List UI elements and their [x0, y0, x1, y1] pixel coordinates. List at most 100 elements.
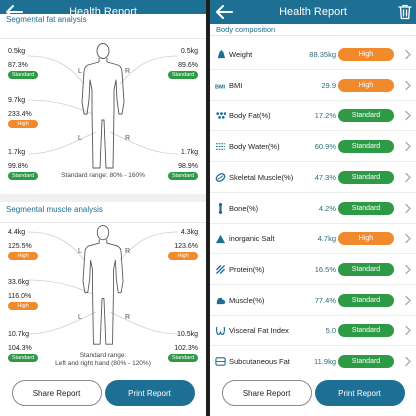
- fat-trunk-percent: 233.4%: [8, 111, 32, 118]
- composition-row[interactable]: Body Water(%) 60.9% Standard: [210, 132, 416, 163]
- muscle-left-leg-weight: 10.7kg: [8, 331, 30, 338]
- muscle-right-arm-status: High: [168, 252, 198, 260]
- app-bar: Health Report: [210, 0, 416, 24]
- composition-row-name: Body Water(%): [229, 142, 280, 152]
- composition-row-name: Body Fat(%): [229, 111, 271, 121]
- visceral-fat-icon: [215, 327, 226, 336]
- fat-trunk-weight: 9.7kg: [8, 97, 26, 104]
- right-side-label: R: [125, 68, 131, 75]
- composition-row[interactable]: BMI BMI 29.9 High: [210, 71, 416, 101]
- composition-row[interactable]: Weight 88.35kg High: [210, 40, 416, 70]
- muscle-trunk-status: High: [8, 302, 38, 310]
- composition-row[interactable]: Visceral Fat Index 5.0 Standard: [210, 316, 416, 347]
- composition-row-name: Weight: [229, 50, 253, 59]
- bmi-icon: BMI: [215, 84, 226, 90]
- chevron-right-icon: [405, 141, 411, 152]
- chevron-right-icon: [405, 203, 411, 213]
- muscle-trunk-weight: 33.6kg: [8, 279, 30, 286]
- muscle-right-arm-percent: 123.6%: [174, 243, 198, 250]
- trash-icon[interactable]: [398, 4, 412, 20]
- segmental-muscle-section: Segmental muscle analysis L R L R 4.4kg …: [0, 202, 206, 370]
- fat-left-arm-status: Standard: [8, 71, 38, 79]
- composition-row-name: inorganic Salt: [229, 234, 275, 244]
- composition-row-status: High: [338, 48, 394, 61]
- chevron-right-icon: [405, 264, 411, 275]
- composition-row-name: Visceral Fat Index: [229, 326, 289, 336]
- composition-row[interactable]: Body Fat(%) 17.2% Standard: [210, 101, 416, 132]
- segmental-muscle-title: Segmental muscle analysis: [6, 205, 103, 214]
- fat-left-leg-status: Standard: [8, 172, 38, 180]
- svg-text:BMI: BMI: [215, 84, 226, 90]
- composition-row-value: 4.2%: [318, 203, 336, 213]
- body-fat-icon: [216, 112, 226, 120]
- chevron-right-icon: [405, 356, 411, 367]
- chevron-right-icon: [405, 49, 411, 60]
- composition-row-value: 4.7kg: [317, 234, 336, 244]
- right-side-label: R: [125, 135, 131, 142]
- fat-left-arm-weight: 0.5kg: [8, 48, 26, 55]
- action-bar: Share Report Print Report: [0, 370, 206, 416]
- muscle-left-arm-status: High: [8, 252, 38, 260]
- muscle-right-leg-percent: 102.3%: [174, 345, 198, 352]
- composition-row-status: High: [338, 78, 394, 92]
- muscle-right-leg-weight: 10.5kg: [176, 331, 198, 338]
- composition-row-status: Standard: [338, 140, 394, 154]
- print-report-button[interactable]: Print Report: [314, 380, 405, 406]
- print-report-button[interactable]: Print Report: [104, 380, 195, 406]
- composition-row[interactable]: Bone(%) 4.2% Standard: [210, 194, 416, 224]
- right-side-label: R: [125, 248, 131, 255]
- chevron-right-icon: [405, 295, 411, 305]
- back-arrow-icon[interactable]: [214, 3, 234, 21]
- fat-left-arm-percent: 87.3%: [8, 62, 28, 69]
- fat-trunk-status: High: [8, 120, 38, 128]
- left-side-label: L: [78, 135, 82, 142]
- share-report-button[interactable]: Share Report: [11, 380, 102, 406]
- body-silhouette-icon: [82, 225, 124, 345]
- composition-row-status: Standard: [338, 109, 394, 123]
- muscle-trunk-percent: 116.0%: [8, 293, 32, 300]
- fat-right-leg-status: Standard: [168, 172, 198, 180]
- share-report-button[interactable]: Share Report: [221, 380, 312, 406]
- composition-row-status: Standard: [338, 170, 394, 184]
- composition-row-name: BMI: [229, 80, 243, 90]
- composition-row-value: 60.9%: [314, 142, 336, 152]
- chevron-right-icon: [405, 111, 411, 121]
- connector-lines: [27, 231, 179, 335]
- muscle-icon: [216, 297, 226, 304]
- composition-row[interactable]: inorganic Salt 4.7kg High: [210, 224, 416, 255]
- fat-right-arm-percent: 89.6%: [178, 62, 198, 69]
- left-side-label: L: [78, 68, 82, 75]
- action-bar: Share Report Print Report: [210, 370, 416, 416]
- composition-row-status: Standard: [338, 324, 394, 338]
- bone-icon: [218, 202, 223, 214]
- skeletal-muscle-icon: [215, 172, 226, 182]
- composition-row[interactable]: Protein(%) 16.5% Standard: [210, 255, 416, 285]
- muscle-right-leg-status: Standard: [168, 354, 198, 362]
- composition-row-value: 88.35kg: [309, 50, 336, 59]
- segmental-analysis-panel: Health Report Segmental fat analysis L R…: [0, 0, 206, 416]
- chevron-right-icon: [405, 80, 411, 90]
- composition-row-value: 11.9kg: [314, 357, 336, 366]
- composition-row-value: 16.5%: [314, 264, 336, 274]
- fat-right-arm-weight: 0.5kg: [180, 48, 198, 55]
- weight-icon: [217, 50, 226, 59]
- fat-left-leg-percent: 99.8%: [8, 163, 28, 170]
- left-side-label: L: [78, 314, 82, 321]
- composition-row[interactable]: Skeletal Muscle(%) 47.3% Standard: [210, 163, 416, 193]
- fat-right-arm-status: Standard: [168, 71, 198, 79]
- muscle-left-leg-percent: 104.3%: [8, 345, 32, 352]
- composition-row-value: 29.9: [321, 80, 336, 90]
- muscle-left-leg-status: Standard: [8, 354, 38, 362]
- fat-left-leg-weight: 1.7kg: [8, 149, 26, 156]
- fat-standard-range: Standard range: 80% - 160%: [61, 172, 145, 179]
- muscle-standard-range: Standard range: Left and right hand (80%…: [55, 352, 151, 367]
- composition-row-value: 47.3%: [314, 172, 336, 182]
- subcutaneous-fat-icon: [215, 357, 226, 366]
- body-silhouette-icon: [81, 43, 125, 169]
- segmental-fat-title: Segmental fat analysis: [6, 15, 87, 24]
- composition-row[interactable]: Muscle(%) 77.4% Standard: [210, 286, 416, 316]
- app-bar-title: Health Report: [279, 6, 347, 18]
- left-side-label: L: [78, 248, 82, 255]
- composition-row-name: Bone(%): [229, 203, 259, 213]
- protein-icon: [216, 265, 225, 274]
